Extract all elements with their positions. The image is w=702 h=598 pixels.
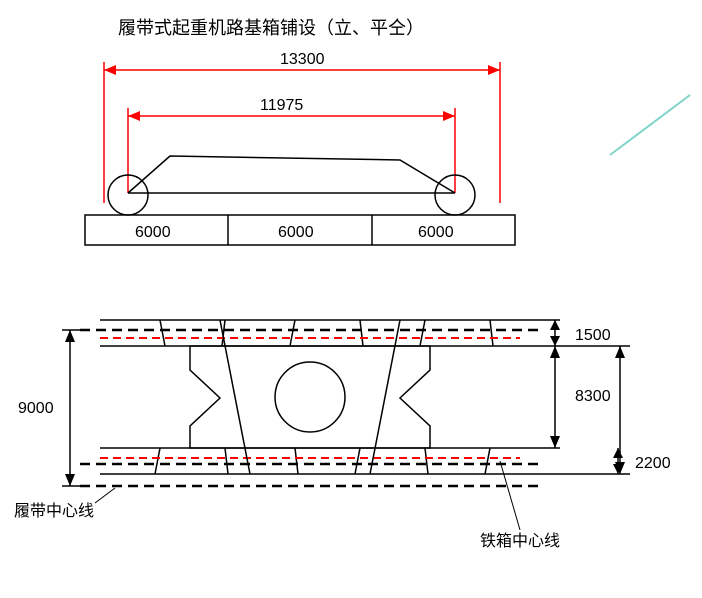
- dim-11975: 11975: [128, 97, 455, 193]
- bottom-rail: [100, 448, 520, 474]
- dim-9000: 9000: [18, 330, 82, 486]
- dim-text-8300: 8300: [575, 388, 611, 405]
- diagram-title: 履带式起重机路基箱铺设（立、平仝）: [118, 14, 424, 40]
- dim-text-11975: 11975: [260, 97, 303, 114]
- dim-text-13300: 13300: [280, 51, 325, 68]
- center-circle: [275, 362, 345, 432]
- dim-text-1500: 1500: [575, 327, 611, 344]
- box-centerlines: [100, 338, 520, 458]
- cell-1: 6000: [135, 224, 171, 241]
- dim-text-9000: 9000: [18, 400, 54, 417]
- label-box-centerline: 铁箱中心线: [480, 532, 560, 550]
- track-centerlines: [80, 330, 540, 464]
- cell-2: 6000: [278, 224, 314, 241]
- crawler-body: [128, 156, 455, 193]
- elevation-view: 13300 11975 6000 6000 6000: [0, 38, 702, 298]
- dim-2200-span: 2200: [613, 448, 671, 474]
- leader-right: [500, 461, 520, 530]
- plan-view: 9000 1500 8300 2200 履带中心线 铁箱中心线: [0, 298, 702, 598]
- dim-8300: 8300: [550, 346, 611, 448]
- leader-left: [95, 488, 115, 503]
- label-track-centerline: 履带中心线: [14, 502, 94, 520]
- cell-3: 6000: [418, 224, 454, 241]
- top-rail: [100, 320, 520, 346]
- dim-1500: 1500: [550, 320, 611, 346]
- dim-text-2200: 2200: [635, 455, 671, 472]
